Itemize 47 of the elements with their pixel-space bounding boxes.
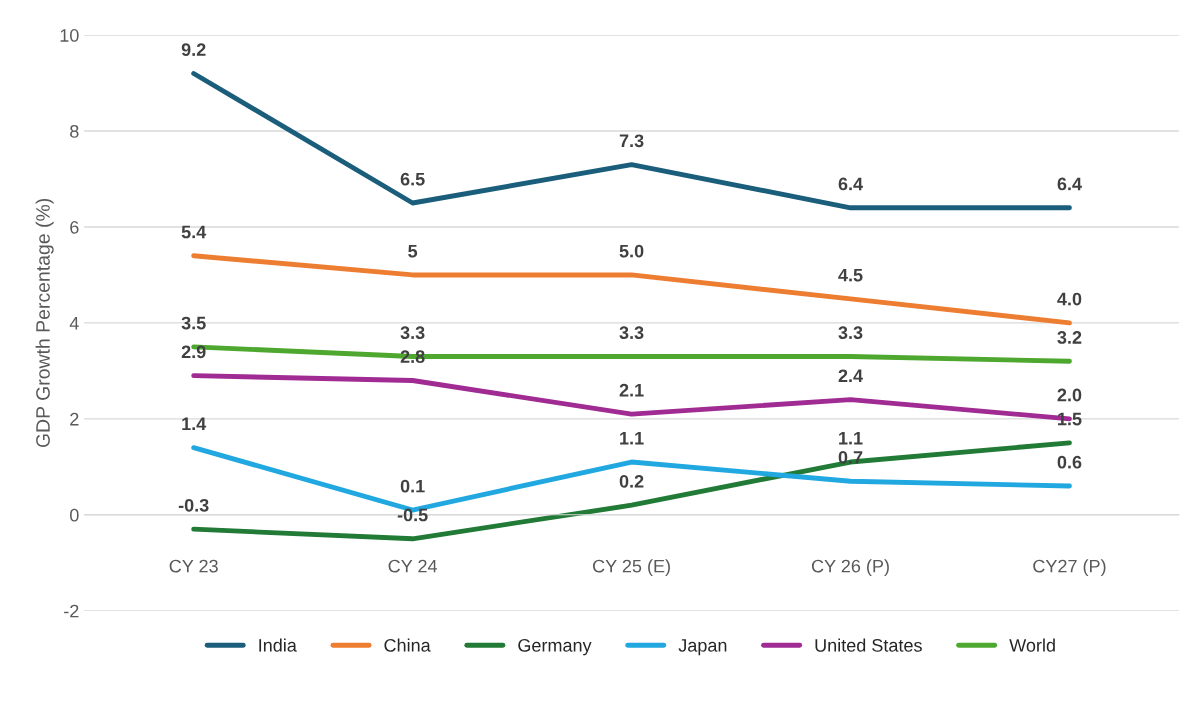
data-label: 3.3	[838, 326, 863, 340]
y-tick-label: 8	[70, 124, 79, 138]
data-label: 2.1	[619, 383, 644, 397]
data-label: 3.5	[181, 316, 206, 330]
y-tick-label: 4	[69, 317, 79, 330]
data-label: 3.3	[619, 326, 644, 340]
data-label: 2.4	[838, 369, 863, 383]
data-label: 2.0	[1057, 388, 1082, 402]
data-label: 5.0	[619, 244, 644, 258]
y-tick-label: -2	[64, 604, 79, 618]
data-label: 2.9	[181, 345, 206, 359]
y-tick-label: 6	[70, 220, 79, 234]
legend-label: United States	[815, 638, 922, 652]
x-tick-label: CY27 (P)	[1033, 559, 1106, 577]
x-tick-label: CY 24	[388, 559, 438, 573]
x-tick-label: CY 26 (P)	[811, 559, 889, 577]
data-label: 7.3	[619, 134, 644, 148]
x-tick-label: CY 23	[169, 559, 218, 573]
y-tick-label: 10	[60, 29, 79, 42]
data-label: 6.4	[1057, 177, 1082, 191]
data-label: 1.1	[839, 431, 863, 445]
data-label: 6.4	[838, 177, 863, 191]
data-label: 9.2	[181, 43, 206, 57]
data-label: 0.6	[1057, 455, 1082, 469]
data-label: 0.1	[400, 479, 425, 493]
data-label: 5.4	[181, 225, 207, 239]
y-tick-label: 2	[70, 412, 79, 426]
data-label: 6.5	[400, 172, 425, 186]
data-label: 0.2	[619, 474, 644, 488]
data-label: -0.3	[178, 498, 209, 512]
data-label: 1.5	[1058, 412, 1082, 426]
data-label: 1.4	[182, 417, 207, 431]
data-label: 5	[408, 244, 418, 258]
data-label: -0.5	[397, 508, 428, 522]
legend-label: World	[1009, 638, 1055, 652]
data-label: 3.3	[400, 326, 425, 340]
legend-label: India	[259, 638, 297, 652]
data-label: 1.1	[620, 431, 644, 445]
legend-label: Germany	[518, 638, 592, 656]
data-label: 4.0	[1057, 292, 1082, 306]
y-axis-title: GDP Growth Percentage (%)	[35, 198, 54, 448]
x-tick-label: CY 25 (E)	[593, 559, 670, 577]
y-tick-label: 0	[70, 508, 79, 522]
data-label: 3.2	[1057, 331, 1082, 344]
data-label: 4.5	[838, 268, 863, 282]
legend-label: China	[384, 638, 431, 652]
legend-label: Japan	[678, 639, 727, 656]
